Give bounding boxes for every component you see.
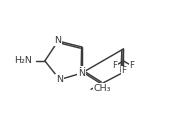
Text: N: N [56, 75, 63, 84]
Text: F: F [121, 66, 126, 75]
Text: CH₃: CH₃ [94, 84, 111, 93]
Text: F: F [112, 61, 117, 70]
Text: N: N [78, 67, 85, 76]
Text: N: N [54, 36, 62, 45]
Text: F: F [129, 61, 135, 70]
Text: H₂N: H₂N [14, 56, 32, 65]
Text: N: N [78, 69, 85, 78]
